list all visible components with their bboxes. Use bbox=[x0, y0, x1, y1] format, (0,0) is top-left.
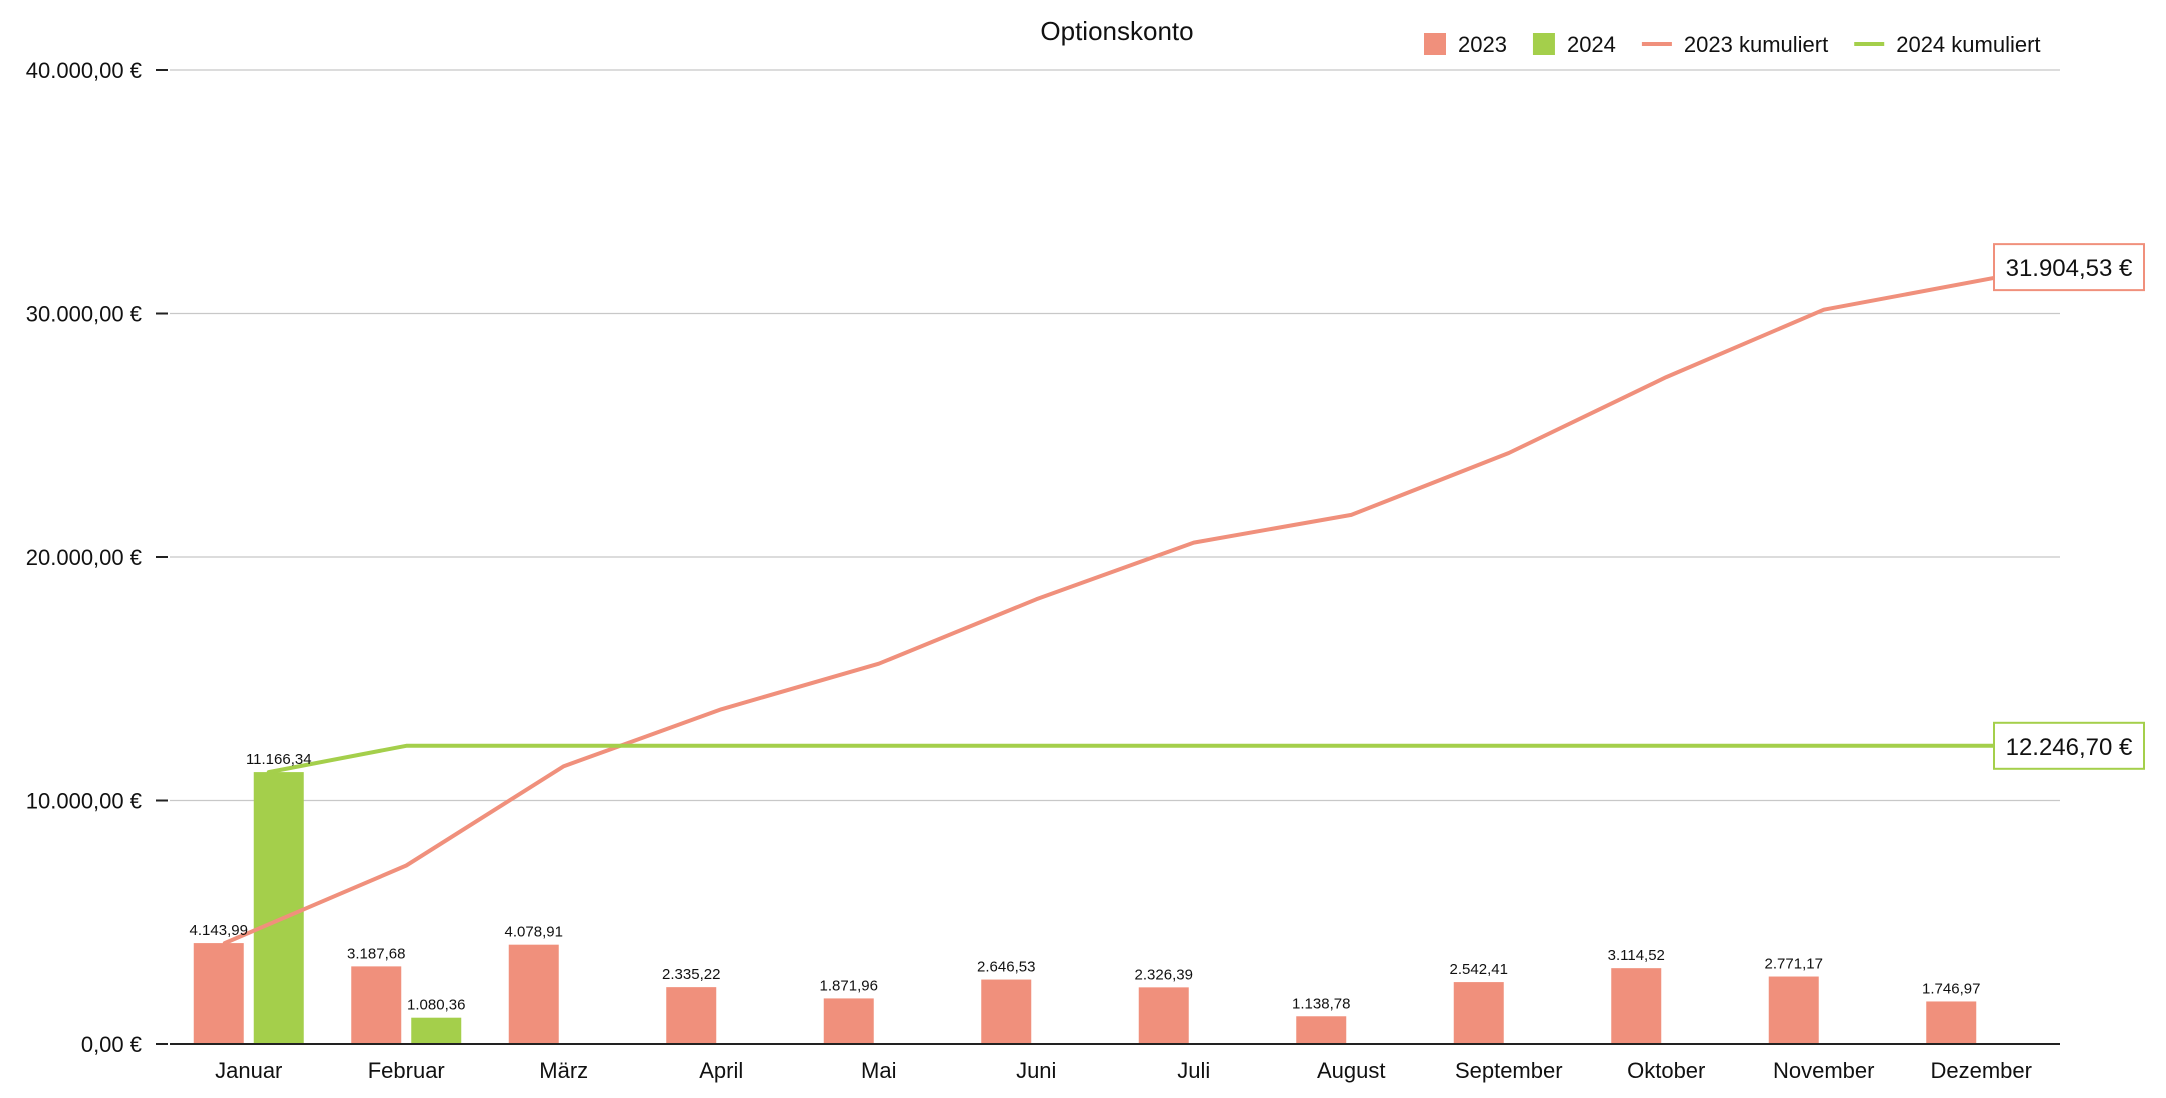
x-tick-label: Januar bbox=[215, 1058, 282, 1083]
bar bbox=[1453, 982, 1504, 1044]
bar-value-label: 4.078,91 bbox=[505, 924, 563, 941]
y-tick-label: 0,00 € bbox=[81, 1032, 142, 1057]
bar-value-label: 1.746,97 bbox=[1922, 980, 1980, 997]
y-tick-label: 40.000,00 € bbox=[26, 58, 142, 83]
bar-value-label: 11.166,34 bbox=[246, 751, 312, 768]
legend-label: 2023 bbox=[1458, 32, 1507, 57]
x-tick-label: September bbox=[1455, 1058, 1563, 1083]
cumulative-lines bbox=[222, 265, 2054, 946]
chart-title: Optionskonto bbox=[1040, 16, 1193, 46]
bar-value-label: 2.326,39 bbox=[1135, 966, 1193, 983]
legend: 2023 2024 2023 kumuliert 2024 kumuliert bbox=[1424, 32, 2041, 57]
y-tick-label: 10.000,00 € bbox=[26, 789, 142, 814]
bar bbox=[1926, 1001, 1977, 1044]
bar-value-label: 1.871,96 bbox=[820, 977, 878, 994]
bar-value-label: 2.771,17 bbox=[1765, 956, 1823, 973]
bar bbox=[666, 987, 717, 1044]
bar bbox=[411, 1017, 462, 1044]
x-tick-label: Februar bbox=[368, 1058, 445, 1083]
bar-value-label: 3.187,68 bbox=[347, 945, 405, 962]
x-tick-label: Oktober bbox=[1627, 1058, 1705, 1083]
end-value-label: 12.246,70 € bbox=[2006, 734, 2133, 761]
gridlines bbox=[170, 69, 2060, 802]
legend-label: 2024 bbox=[1567, 32, 1616, 57]
x-tick-label: April bbox=[699, 1058, 743, 1083]
y-tick-label: 20.000,00 € bbox=[26, 545, 142, 570]
bar bbox=[1768, 976, 1819, 1044]
end-value-box bbox=[1993, 243, 2145, 292]
x-tick-label: November bbox=[1773, 1058, 1874, 1083]
bar bbox=[351, 966, 402, 1044]
bar bbox=[193, 943, 244, 1044]
cumulative-line bbox=[266, 743, 2054, 775]
legend-label: 2023 kumuliert bbox=[1684, 32, 1828, 57]
bar-value-label: 4.143,99 bbox=[190, 922, 248, 939]
end-value-box bbox=[1993, 721, 2145, 770]
end-value-label: 31.904,53 € bbox=[2006, 255, 2133, 282]
bar-value-label: 1.138,78 bbox=[1292, 995, 1350, 1012]
data-labels: 4.143,99 3.187,68 4.078,91 2.335,22 1.871,96… bbox=[190, 751, 1981, 1014]
bar bbox=[823, 998, 874, 1044]
bar-value-label: 1.080,36 bbox=[407, 997, 465, 1014]
cumulative-line bbox=[222, 265, 2054, 946]
bar-value-label: 3.114,52 bbox=[1608, 947, 1665, 964]
y-tick-label: 30.000,00 € bbox=[26, 302, 142, 327]
bar bbox=[981, 979, 1032, 1044]
legend-label: 2024 kumuliert bbox=[1896, 32, 2040, 57]
axes: 0,00 € 10.000,00 € 20.000,00 € 30.000,00 € 4… bbox=[26, 58, 2060, 1083]
bar-value-label: 2.542,41 bbox=[1450, 961, 1508, 978]
bar-value-label: 2.646,53 bbox=[977, 959, 1035, 976]
bar bbox=[1611, 968, 1662, 1044]
end-value-callouts: 31.904,53 € 12.246,70 € bbox=[1993, 243, 2145, 770]
bar bbox=[1296, 1016, 1347, 1044]
x-tick-label: Mai bbox=[861, 1058, 896, 1083]
bar bbox=[253, 772, 304, 1044]
bars bbox=[193, 772, 1977, 1044]
bar-value-label: 2.335,22 bbox=[662, 966, 720, 983]
x-tick-label: August bbox=[1317, 1058, 1386, 1083]
legend-swatch bbox=[1532, 33, 1555, 55]
x-tick-label: Dezember bbox=[1931, 1058, 2032, 1083]
x-tick-label: Juli bbox=[1177, 1058, 1210, 1083]
bar bbox=[508, 944, 559, 1044]
x-tick-label: Juni bbox=[1016, 1058, 1056, 1083]
x-tick-label: März bbox=[539, 1058, 588, 1083]
bar bbox=[1138, 987, 1189, 1044]
legend-swatch bbox=[1424, 33, 1446, 55]
